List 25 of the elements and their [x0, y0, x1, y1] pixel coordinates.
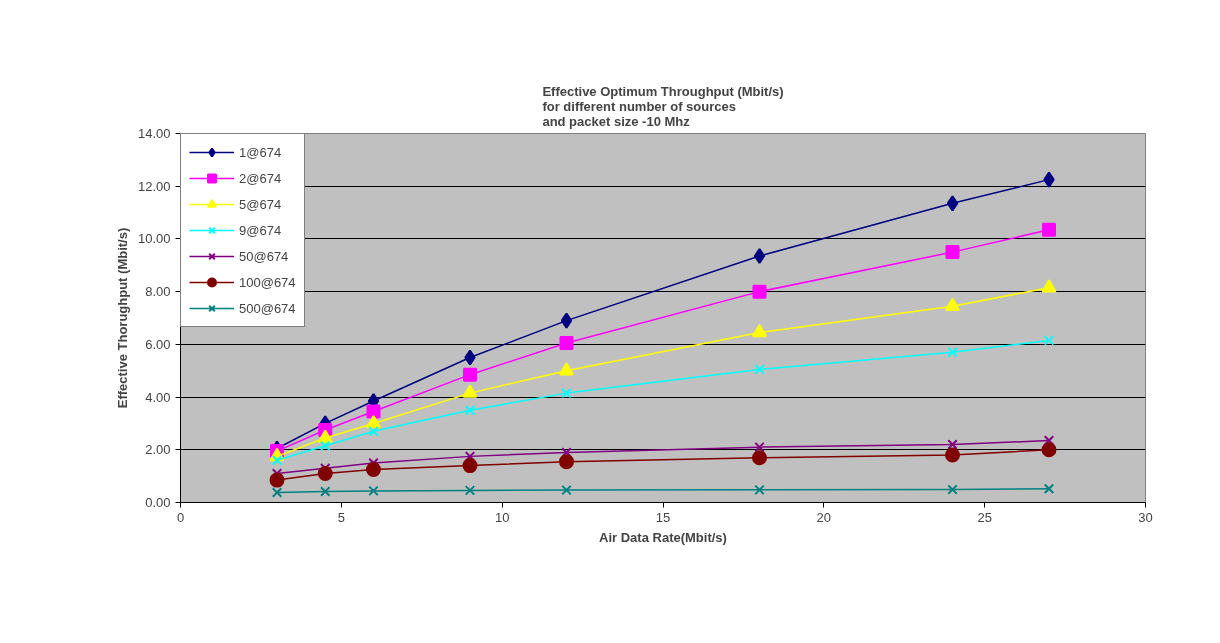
y-tick-label: 10.00	[137, 231, 171, 247]
y-tick-label: 12.00	[137, 178, 171, 194]
x-axis-title: Air Data Rate(Mbit/s)	[599, 529, 727, 545]
y-axis-title: Effective Thorughput (Mbit/s)	[114, 227, 130, 409]
chart-title: Effective Optimum Throughput (Mbit/s) for different number of sources and packet size -10 Mhz	[542, 83, 784, 129]
legend-label: 100@674	[239, 274, 296, 290]
x-tick-label: 15	[655, 509, 671, 525]
y-tick-label: 6.00	[145, 336, 171, 352]
legend-label: 50@674	[239, 248, 289, 264]
x-tick-label: 0	[176, 509, 185, 525]
legend-label: 5@674	[239, 196, 282, 212]
y-tick-label: 4.00	[145, 389, 171, 405]
y-tick-label: 14.00	[137, 126, 171, 141]
y-tick-label: 8.00	[145, 284, 171, 300]
x-tick-label: 30	[1138, 509, 1153, 525]
legend-label: 1@674	[239, 144, 282, 160]
x-tick-label: 25	[977, 509, 992, 525]
x-tick-label: 5	[337, 509, 345, 525]
y-tick-label: 2.00	[145, 442, 171, 458]
y-tick-label: 0.00	[145, 495, 171, 510]
legend-label: 2@674	[239, 170, 282, 186]
legend-label: 9@674	[239, 222, 282, 238]
x-tick-label: 10	[494, 509, 510, 525]
legend-label: 500@674	[239, 300, 296, 316]
x-tick-label: 20	[816, 509, 832, 525]
